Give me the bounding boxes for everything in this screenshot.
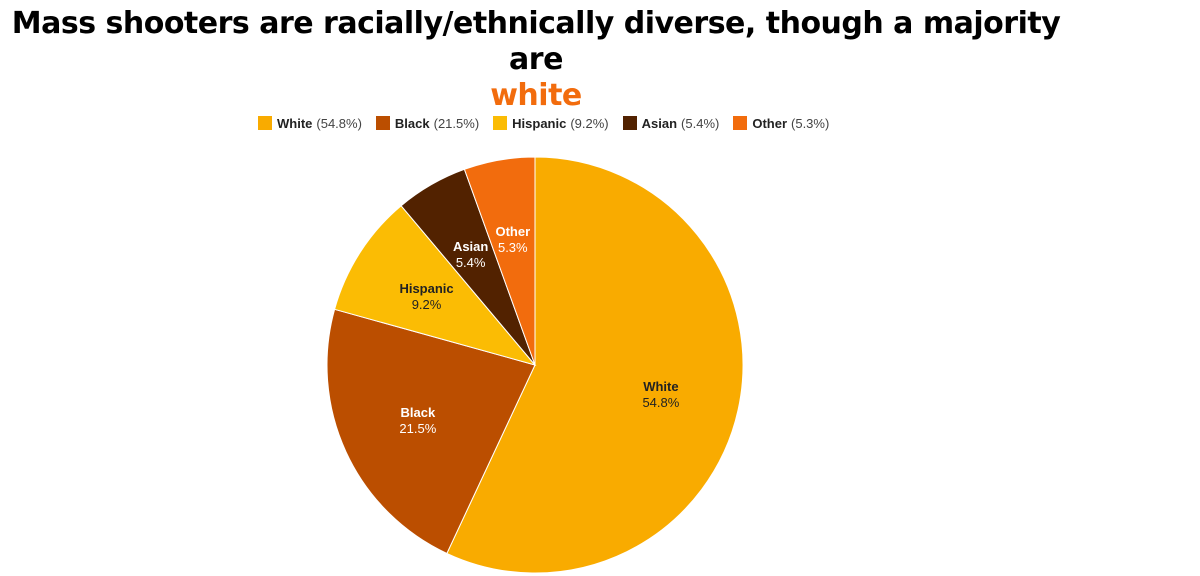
pie-slice-hispanic[interactable]	[333, 205, 537, 366]
legend-item-hispanic[interactable]: Hispanic (9.2%)	[493, 115, 609, 131]
legend-item-white[interactable]: White (54.8%)	[258, 116, 362, 131]
slice-label-black: Black	[400, 405, 435, 420]
legend-item-asian[interactable]: Asian (5.4%)	[622, 115, 720, 131]
legend-percent: (5.3%)	[791, 115, 830, 131]
legend-percent: (5.4%)	[681, 115, 720, 131]
slice-value-white: 54.8%	[642, 395, 679, 410]
legend-item-black[interactable]: Black (21.5%)	[375, 115, 480, 131]
legend-swatch	[375, 116, 390, 130]
pie-slice-other[interactable]	[463, 156, 536, 366]
slice-value-other: 5.3%	[498, 240, 528, 255]
legend-label: Other	[752, 115, 788, 131]
chart-title-main: Mass shooters are racially/ethnically di…	[11, 6, 1061, 77]
pie-slice-white[interactable]	[446, 156, 744, 574]
slice-label-asian: Asian	[453, 239, 488, 254]
legend-swatch	[493, 116, 508, 130]
legend-item-other[interactable]: Other (5.3%)	[733, 116, 829, 131]
slice-label-white: White	[643, 379, 678, 394]
legend-label: Asian	[641, 115, 678, 131]
chart-title: Mass shooters are racially/ethnically di…	[0, 6, 1072, 114]
slice-value-black: 21.5%	[399, 421, 436, 436]
legend-label: White	[277, 115, 313, 131]
chart-title-highlight: white	[490, 78, 582, 113]
chart-legend: White (54.8%) Black (21.5%) Hispanic (9.…	[258, 114, 843, 132]
pie-slices	[326, 156, 744, 574]
legend-percent: (21.5%)	[433, 115, 480, 131]
slice-value-asian: 5.4%	[456, 255, 486, 270]
legend-swatch	[258, 116, 272, 130]
legend-label: Hispanic	[512, 115, 567, 131]
legend-label: Black	[394, 115, 430, 131]
pie-slice-black[interactable]	[326, 308, 536, 555]
slice-label-other: Other	[495, 224, 530, 239]
slice-value-hispanic: 9.2%	[412, 297, 442, 312]
slice-label-hispanic: Hispanic	[399, 281, 453, 296]
legend-swatch	[622, 116, 637, 130]
legend-percent: (54.8%)	[316, 115, 362, 131]
legend-swatch	[733, 116, 748, 130]
legend-percent: (9.2%)	[570, 115, 609, 131]
